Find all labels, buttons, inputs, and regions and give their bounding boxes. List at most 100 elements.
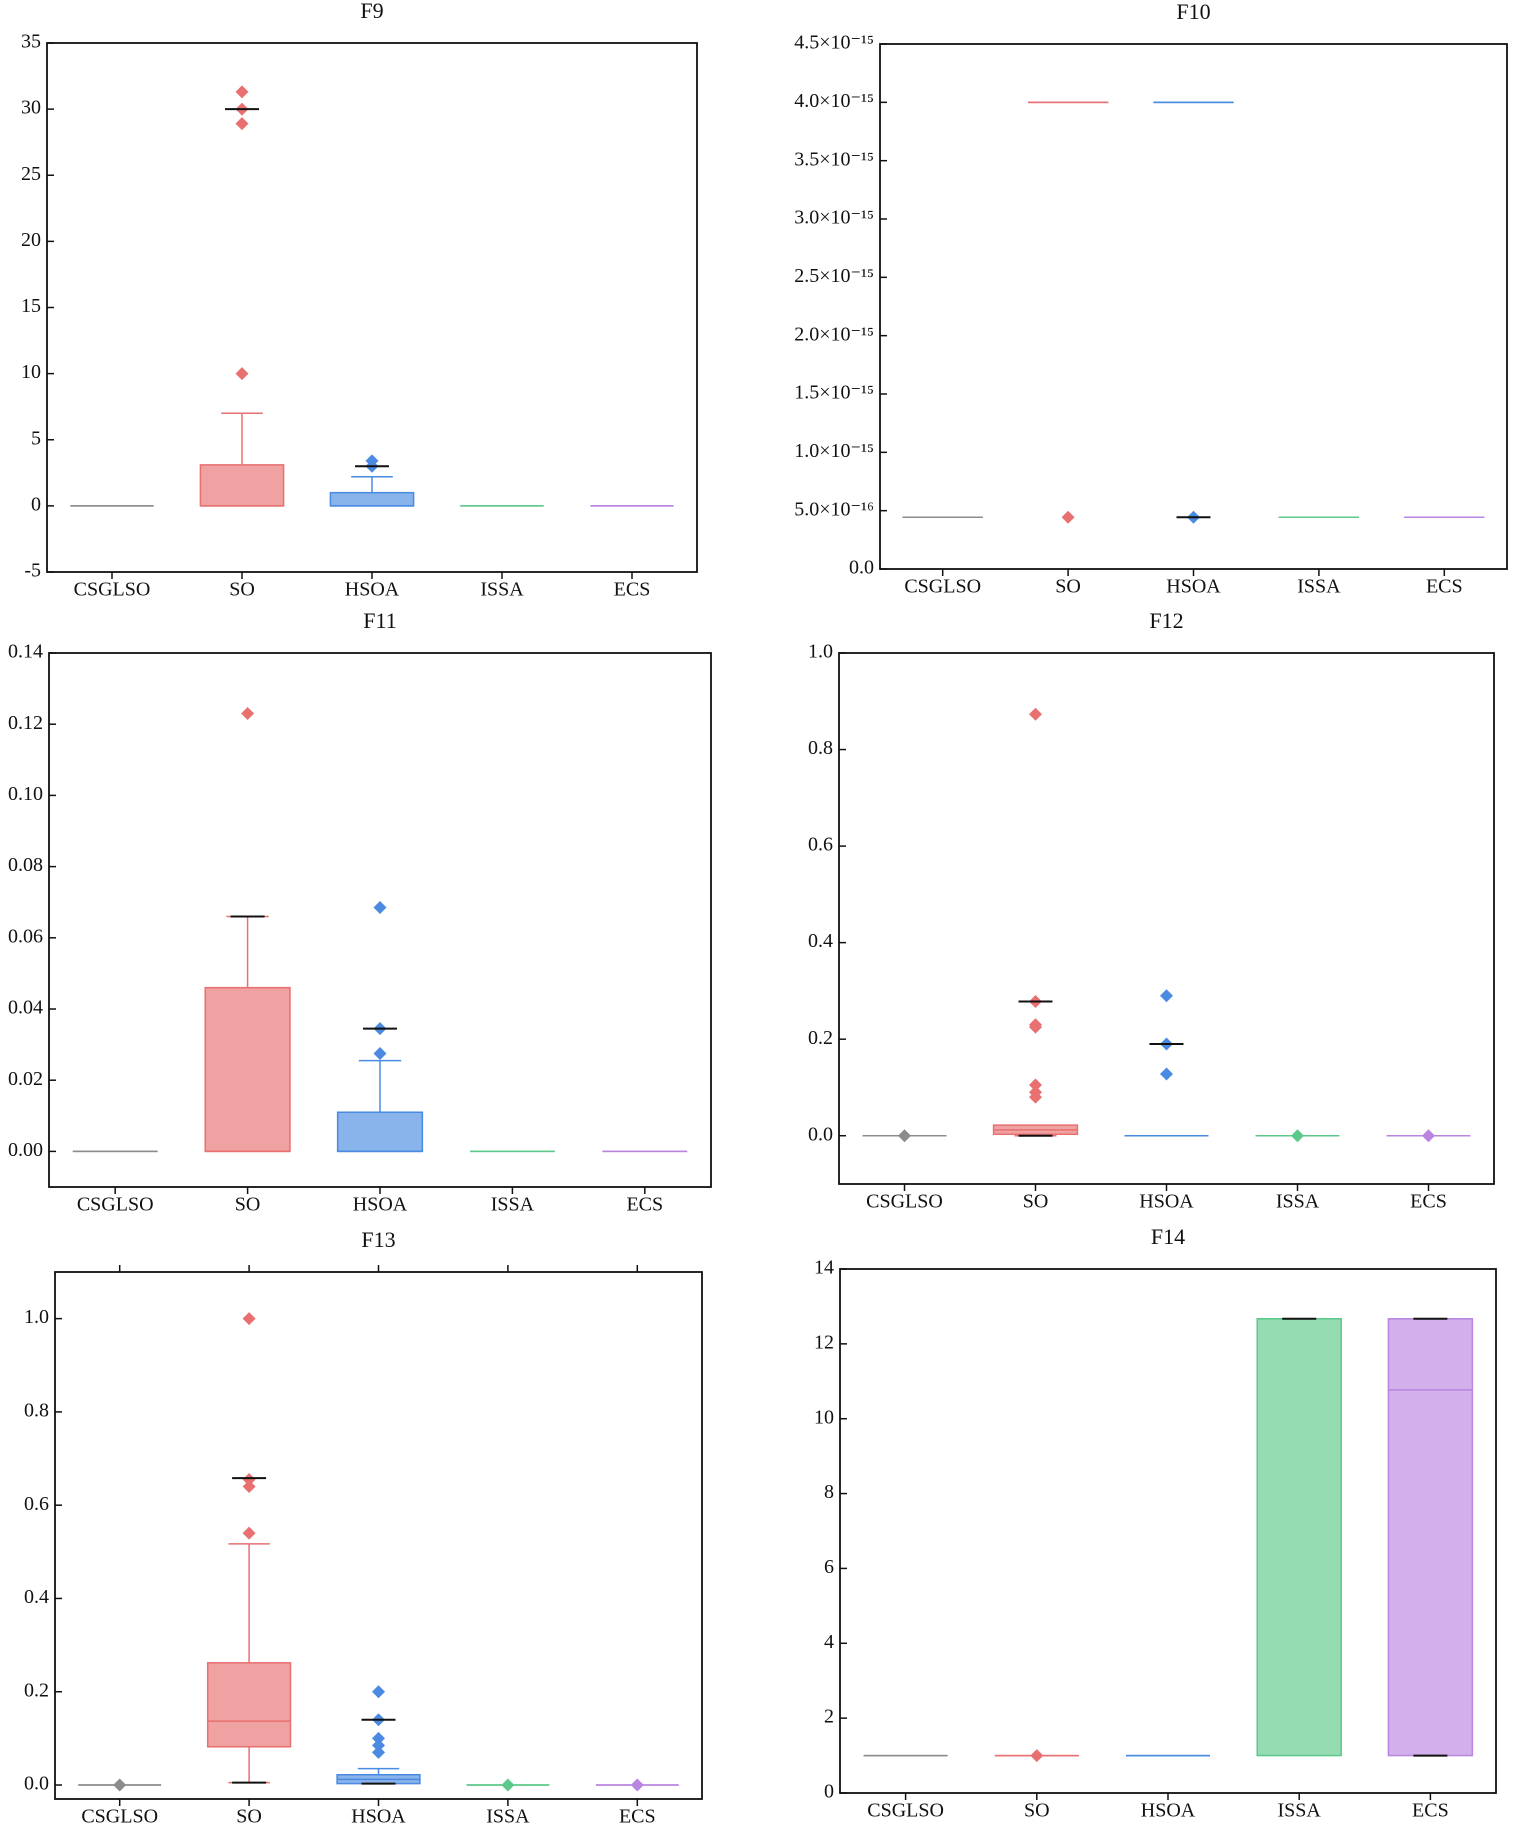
y-tick-label: 0.8 — [24, 1400, 49, 1422]
x-tick-label: ISSA — [1278, 1800, 1322, 1822]
x-tick-label: ECS — [1412, 1800, 1449, 1822]
box — [199, 464, 285, 507]
chart-title: F13 — [361, 1227, 395, 1252]
outlier — [1029, 1018, 1042, 1032]
outlier — [372, 1731, 385, 1745]
y-tick-label: 4 — [824, 1631, 834, 1653]
y-tick-label: 0.12 — [8, 712, 43, 734]
x-tick-label: CSGLSO — [866, 1191, 943, 1213]
outlier — [1422, 1129, 1435, 1143]
outlier — [372, 1685, 385, 1699]
x-tick-label: ECS — [614, 579, 651, 601]
outlier — [372, 1738, 385, 1752]
x-tick-label: SO — [1055, 576, 1081, 598]
y-tick-label: 10 — [21, 361, 41, 383]
x-tick-label: SO — [236, 1806, 262, 1825]
y-tick-label: 0 — [31, 493, 41, 515]
y-tick-label: 6 — [824, 1556, 834, 1578]
y-tick-label: 0.14 — [8, 641, 43, 663]
outlier — [242, 1473, 256, 1487]
y-tick-label: 0.6 — [24, 1493, 49, 1515]
outlier — [373, 1047, 387, 1060]
y-tick-label: 2 — [824, 1706, 834, 1728]
y-tick-label: 0.8 — [808, 737, 833, 759]
y-tick-label: 0.10 — [8, 783, 43, 805]
outlier — [242, 1480, 256, 1494]
x-tick-label: ECS — [1410, 1191, 1447, 1213]
outlier — [1030, 1749, 1044, 1763]
x-tick-label: ISSA — [1297, 576, 1341, 598]
box — [329, 491, 415, 507]
y-tick-label: 0 — [824, 1781, 834, 1803]
box — [1256, 1318, 1342, 1757]
y-tick-label: 25 — [21, 163, 41, 185]
outlier — [235, 367, 249, 381]
outlier — [242, 1526, 256, 1540]
outlier — [1029, 1078, 1042, 1092]
box — [1387, 1318, 1474, 1757]
x-tick-label: ISSA — [486, 1806, 530, 1825]
y-tick-label: 20 — [21, 229, 41, 251]
x-tick-label: CSGLSO — [74, 579, 151, 601]
chart-title: F12 — [1149, 608, 1183, 633]
x-tick-label: SO — [235, 1194, 261, 1216]
plot-frame — [54, 1271, 703, 1800]
y-tick-label: 4.5×10⁻¹⁵ — [794, 32, 874, 54]
outlier — [630, 1778, 644, 1792]
outlier — [372, 1745, 385, 1759]
x-tick-label: CSGLSO — [867, 1800, 944, 1822]
outlier — [235, 85, 249, 99]
plot-frame — [838, 652, 1495, 1185]
x-tick-label: HSOA — [351, 1806, 406, 1825]
y-tick-label: 0.0 — [849, 557, 874, 579]
x-tick-label: SO — [1024, 1800, 1050, 1822]
y-tick-label: 5 — [31, 427, 41, 449]
plot-frame — [48, 652, 712, 1188]
x-tick-label: HSOA — [1166, 576, 1221, 598]
chart-title: F14 — [1151, 1224, 1185, 1249]
outlier — [373, 901, 387, 915]
y-tick-label: 0.06 — [8, 925, 43, 947]
y-tick-label: 0.04 — [8, 997, 43, 1019]
y-tick-label: 35 — [21, 31, 41, 53]
box — [336, 1111, 424, 1153]
outlier — [365, 454, 379, 468]
x-tick-label: CSGLSO — [77, 1194, 154, 1216]
y-tick-label: 0.0 — [808, 1123, 833, 1145]
y-tick-label: 0.4 — [24, 1586, 49, 1608]
y-tick-label: 15 — [21, 295, 41, 317]
y-tick-label: 1.0 — [808, 641, 833, 663]
y-tick-label: 0.00 — [8, 1139, 43, 1161]
y-tick-label: 2.0×10⁻¹⁵ — [794, 323, 874, 345]
outlier — [242, 1312, 256, 1326]
y-tick-label: 0.2 — [808, 1027, 833, 1049]
box — [206, 1662, 292, 1748]
y-tick-label: 0.6 — [808, 834, 833, 856]
y-tick-label: 0.4 — [808, 930, 833, 952]
plot-frame — [879, 43, 1508, 570]
x-tick-label: HSOA — [1141, 1800, 1196, 1822]
y-tick-label: 4.0×10⁻¹⁵ — [794, 90, 874, 112]
y-tick-label: 14 — [814, 1257, 834, 1279]
chart-title: F9 — [360, 0, 383, 23]
outlier — [235, 117, 249, 131]
plot-frame — [46, 42, 698, 573]
outlier — [1160, 989, 1173, 1003]
outlier — [113, 1778, 127, 1792]
y-tick-label: 10 — [814, 1406, 834, 1428]
y-tick-label: 2.5×10⁻¹⁵ — [794, 265, 874, 287]
x-tick-label: ISSA — [1276, 1191, 1320, 1213]
y-tick-label: 1.5×10⁻¹⁵ — [794, 382, 874, 404]
x-tick-label: ECS — [1426, 576, 1463, 598]
y-tick-label: 8 — [824, 1481, 834, 1503]
outlier — [1061, 510, 1075, 524]
y-tick-label: 5.0×10⁻¹⁶ — [794, 498, 874, 520]
outlier — [1291, 1129, 1304, 1143]
y-tick-label: 30 — [21, 97, 41, 119]
x-tick-label: ECS — [619, 1806, 656, 1825]
y-tick-label: 0.02 — [8, 1068, 43, 1090]
plot-frame — [839, 1268, 1497, 1794]
x-tick-label: SO — [229, 579, 255, 601]
box — [204, 986, 291, 1153]
outlier — [1160, 1067, 1173, 1081]
